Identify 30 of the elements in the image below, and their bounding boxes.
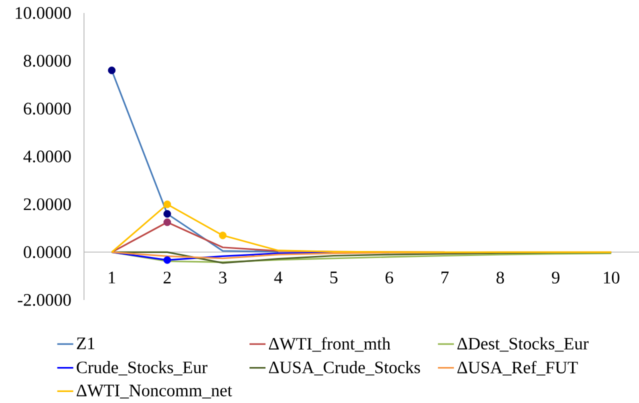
legend-label: ΔUSA_Crude_Stocks	[268, 361, 420, 376]
legend-label: ΔWTI_Noncomm_net	[76, 384, 232, 398]
y-tick-label: -2.0000	[18, 294, 71, 306]
legend-label: ΔDest_Stocks_Eur	[457, 337, 589, 352]
legend-label: Crude_Stocks_Eur	[76, 361, 208, 376]
x-tick-label: 1	[108, 272, 116, 284]
x-tick-label: 5	[330, 272, 338, 284]
point	[163, 218, 172, 226]
point	[163, 256, 172, 264]
y-tick-label: 8.0000	[24, 54, 71, 67]
y-tick-label: 2.0000	[24, 198, 71, 210]
x-tick-label: 8	[496, 272, 504, 284]
point	[163, 200, 172, 208]
point	[163, 210, 172, 218]
x-tick-label: 6	[386, 272, 394, 284]
y-tick-label: 10.0000	[16, 7, 71, 19]
legend-label: ΔWTI_front_mth	[268, 337, 390, 352]
legend-label: Z1	[76, 338, 94, 350]
legend-label: ΔUSA_Ref_FUT	[457, 360, 578, 376]
x-tick-label: 3	[219, 272, 226, 284]
x-tick-label: 9	[552, 272, 560, 284]
y-tick-label: 6.0000	[24, 102, 71, 115]
point	[108, 66, 116, 74]
point	[218, 232, 227, 240]
y-tick-label: 0.0000	[24, 246, 71, 258]
x-tick-label: 7	[442, 272, 449, 284]
x-tick-label: 2	[164, 272, 171, 284]
x-tick-label: 10	[604, 272, 620, 284]
x-tick-label: 4	[274, 272, 282, 284]
y-tick-label: 4.0000	[23, 150, 71, 162]
